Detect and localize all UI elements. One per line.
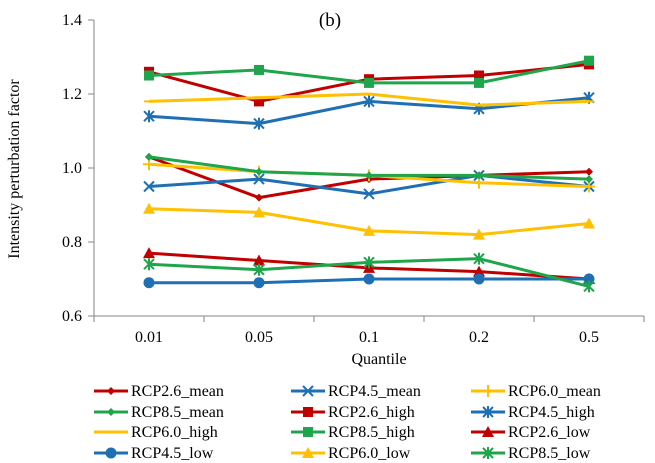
- data-point-rcp8-5-low: [363, 256, 375, 269]
- legend-label: RCP4.5_high: [508, 404, 595, 421]
- data-point-rcp2-6-low: [253, 254, 265, 266]
- data-point-rcp2-6-low: [473, 265, 485, 277]
- x-tick-label: 0.2: [469, 329, 489, 346]
- data-point-rcp4-5-mean: [363, 188, 375, 200]
- legend-label: RCP8.5_high: [328, 424, 415, 441]
- legend-label: RCP2.6_mean: [131, 383, 224, 400]
- series-rcp8-5-high: [144, 55, 594, 88]
- data-point-rcp8-5-low: [583, 280, 595, 293]
- legend-label: RCP8.5_low: [508, 445, 591, 462]
- y-tick-label: 0.6: [62, 308, 82, 325]
- data-point-rcp4-5-low: [583, 273, 595, 285]
- series-rcp6-0-high: [144, 92, 594, 107]
- data-point-rcp6-0-low: [143, 202, 155, 214]
- legend-label: RCP6.0_mean: [508, 383, 601, 400]
- series-rcp4-5-low: [143, 273, 595, 289]
- legend-swatch-marker: [482, 447, 494, 459]
- legend-swatch-marker: [482, 406, 494, 418]
- legend-label: RCP4.5_low: [131, 445, 214, 462]
- legend-swatch-marker: [482, 385, 494, 397]
- data-point-rcp4-5-mean: [253, 173, 265, 185]
- data-point-rcp8-5-high: [254, 64, 264, 75]
- data-point-rcp8-5-low: [253, 263, 265, 276]
- series-rcp4-5-high: [143, 91, 595, 130]
- data-point-rcp8-5-mean: [365, 171, 373, 180]
- legend-swatch-marker: [107, 387, 115, 395]
- data-point-rcp2-6-mean: [255, 193, 263, 202]
- data-point-rcp4-5-high: [253, 117, 265, 130]
- legend-swatch-marker: [105, 447, 117, 459]
- x-tick-label: 0.5: [579, 329, 599, 346]
- legend-item: RCP6.0_high: [94, 424, 218, 441]
- y-axis-label: Intensity perturbation factor: [6, 79, 23, 259]
- data-point-rcp8-5-high: [364, 77, 374, 88]
- data-point-rcp4-5-low: [473, 273, 485, 285]
- x-tick-label: 0.1: [359, 329, 379, 346]
- axes: 0.6 0.8 1.0 1.2 1.4 0.01 0.05 0.1 0.2 0.5: [62, 12, 645, 346]
- data-point-rcp8-5-mean: [475, 171, 483, 180]
- legend-item: RCP4.5_low: [94, 445, 214, 462]
- legend-label: RCP2.6_high: [328, 404, 415, 421]
- legend-item: RCP6.0_low: [291, 445, 411, 462]
- x-axis-label: Quantile: [351, 351, 406, 368]
- data-point-rcp8-5-high: [584, 55, 594, 66]
- legend-swatch-marker: [482, 426, 494, 437]
- legend-item: RCP8.5_high: [291, 424, 415, 441]
- data-point-rcp6-0-low: [363, 224, 375, 236]
- data-point-rcp4-5-high: [363, 95, 375, 108]
- legend-swatch-marker: [303, 407, 313, 417]
- legend-item: RCP2.6_high: [291, 404, 415, 421]
- series-rcp8-5-mean: [145, 152, 593, 184]
- x-tick-label: 0.01: [135, 329, 163, 346]
- data-point-rcp4-5-mean: [143, 180, 155, 193]
- data-point-rcp2-6-mean: [585, 167, 593, 176]
- data-point-rcp6-0-low: [583, 217, 595, 229]
- data-point-rcp4-5-low: [253, 277, 265, 289]
- data-point-rcp2-6-high: [254, 96, 264, 107]
- legend-swatch-marker: [302, 385, 314, 397]
- legend-label: RCP6.0_low: [328, 445, 411, 462]
- legend-item: RCP4.5_high: [471, 404, 595, 421]
- series-rcp6-0-low: [143, 202, 595, 240]
- y-tick-label: 1.0: [62, 160, 82, 177]
- legend-swatch-marker: [107, 408, 115, 416]
- legend-label: RCP6.0_high: [131, 424, 218, 441]
- y-tick-label: 1.4: [62, 12, 82, 29]
- data-point-rcp8-5-mean: [145, 152, 153, 161]
- data-point-rcp4-5-low: [363, 273, 375, 285]
- data-point-rcp8-5-mean: [585, 175, 593, 184]
- data-point-rcp2-6-low: [143, 247, 155, 259]
- legend-label: RCP8.5_mean: [131, 404, 224, 421]
- legend-item: RCP8.5_mean: [94, 404, 224, 421]
- series-rcp8-5-low: [143, 252, 595, 293]
- legend-item: RCP8.5_low: [471, 445, 591, 462]
- legend-label: RCP2.6_low: [508, 424, 591, 441]
- y-tick-label: 0.8: [62, 234, 82, 251]
- legend-item: RCP4.5_mean: [291, 383, 421, 400]
- data-point-rcp2-6-high: [474, 70, 484, 81]
- panel-label: (b): [319, 10, 341, 31]
- data-point-rcp8-5-mean: [255, 167, 263, 176]
- data-point-rcp4-5-high: [143, 110, 155, 123]
- data-point-rcp8-5-low: [473, 252, 485, 265]
- data-point-rcp6-0-low: [253, 206, 265, 218]
- data-point-rcp8-5-low: [143, 258, 155, 271]
- legend: RCP2.6_mean RCP4.5_mean RCP6.0_mean RCP8.5_…: [94, 383, 601, 462]
- y-tick-label: 1.2: [62, 86, 82, 103]
- legend-item: RCP2.6_mean: [94, 383, 224, 400]
- legend-item: RCP6.0_mean: [471, 383, 601, 400]
- legend-item: RCP2.6_low: [471, 424, 591, 441]
- data-point-rcp6-0-low: [473, 228, 485, 240]
- x-tick-label: 0.05: [245, 329, 273, 346]
- data-point-rcp8-5-high: [144, 70, 154, 81]
- legend-swatch-marker: [303, 427, 313, 437]
- legend-label: RCP4.5_mean: [328, 383, 421, 400]
- data-point-rcp4-5-low: [143, 277, 155, 289]
- legend-swatch-marker: [302, 447, 314, 458]
- series-layer: [143, 55, 595, 293]
- data-point-rcp8-5-high: [474, 77, 484, 88]
